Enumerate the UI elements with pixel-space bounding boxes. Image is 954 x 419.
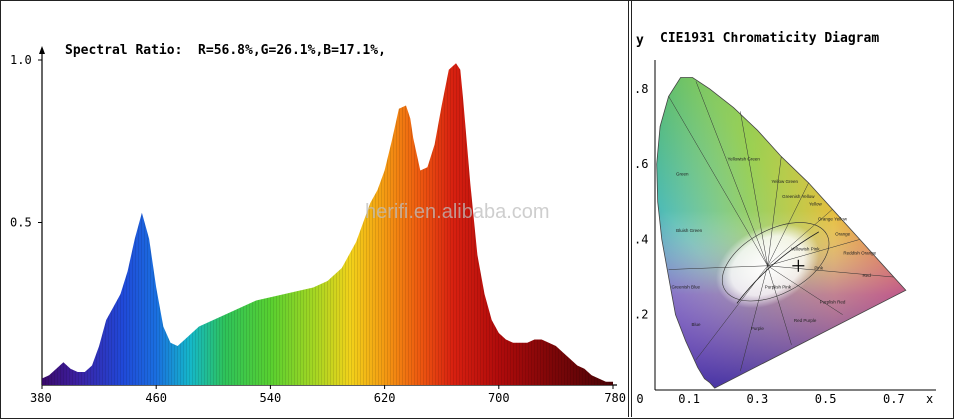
panel-divider-2 bbox=[631, 0, 632, 417]
y-tick-label: 0.5 bbox=[10, 216, 32, 230]
x-tick-label: 540 bbox=[260, 391, 282, 405]
y-tick-label: 1.0 bbox=[10, 53, 32, 67]
y-axis-arrow bbox=[39, 46, 45, 54]
x-tick-label: 620 bbox=[374, 391, 396, 405]
x-tick-label: 700 bbox=[488, 391, 510, 405]
x-tick-label: 460 bbox=[145, 391, 167, 405]
x-tick-label: 380 bbox=[30, 391, 52, 405]
x-tick-label: 780 bbox=[604, 391, 626, 405]
spectrum-chart: Spectral Ratio: R=56.8%,G=26.1%,B=17.1%,… bbox=[10, 43, 626, 405]
watermark: herifi.en.alibaba.com bbox=[365, 201, 550, 223]
spectrum-area-texture bbox=[42, 63, 613, 386]
panel-divider bbox=[628, 0, 629, 417]
spectral-ratio-annotation: Spectral Ratio: R=56.8%,G=26.1%,B=17.1%, bbox=[65, 43, 386, 58]
